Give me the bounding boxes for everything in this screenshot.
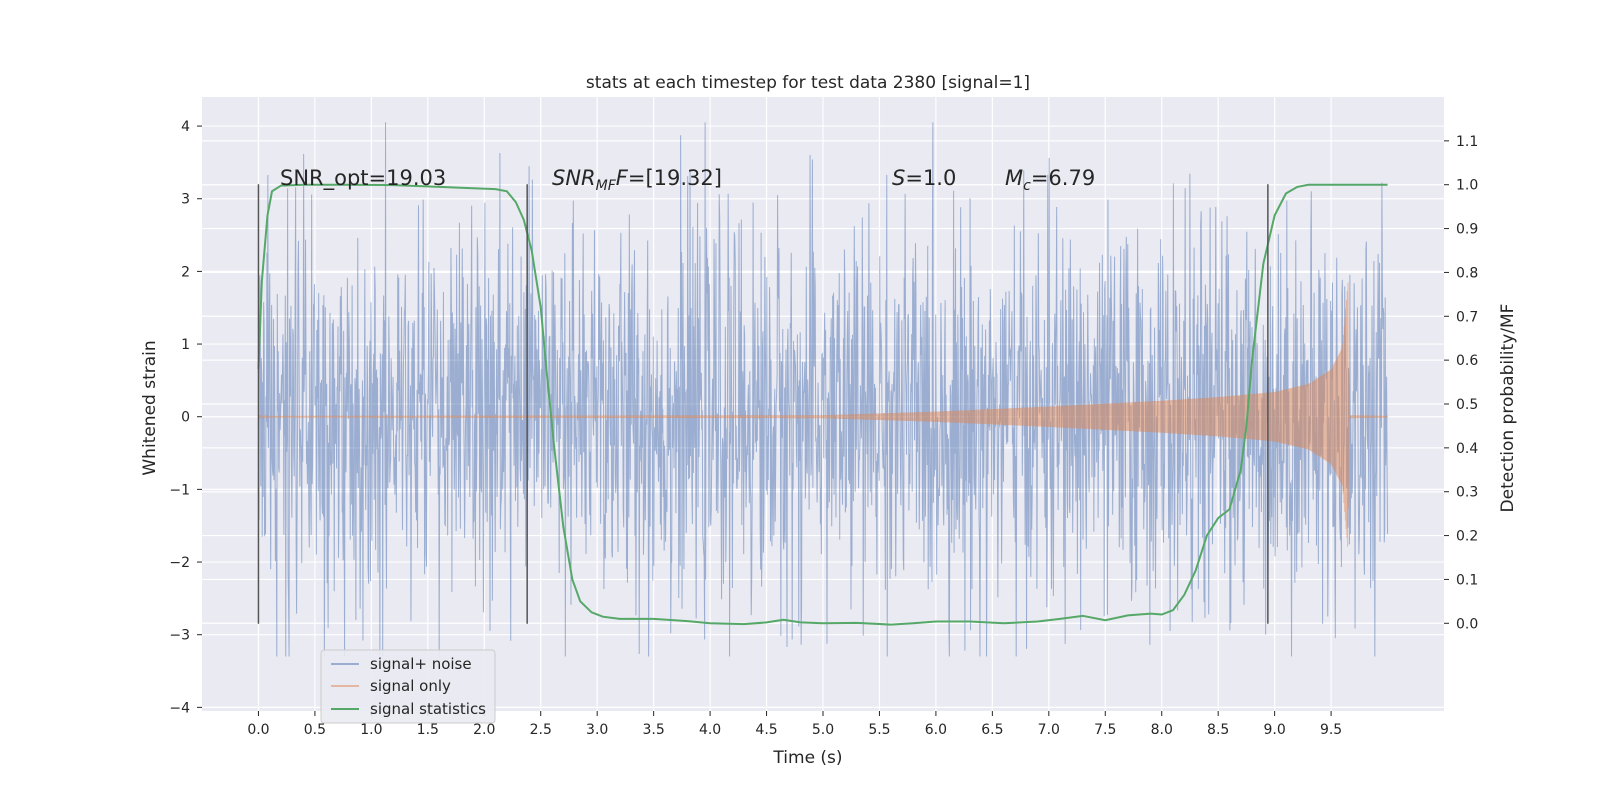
legend-label-signal-noise: signal+ noise <box>370 655 472 673</box>
y-tick-label: 2 <box>181 264 190 280</box>
y-tick-label-right: 0.5 <box>1456 397 1478 413</box>
x-tick-label: 0.5 <box>304 722 326 738</box>
series-signal-only-line <box>257 282 1389 547</box>
x-tick-label: 4.0 <box>699 722 721 738</box>
x-tick-label: 6.5 <box>981 722 1003 738</box>
x-tick-label: 8.0 <box>1151 722 1173 738</box>
y-tick-label: 3 <box>181 192 190 208</box>
chart-title: stats at each timestep for test data 238… <box>586 73 1030 93</box>
series-signal-statistics-line <box>257 183 1388 626</box>
y-tick-label-right: 0.4 <box>1456 441 1478 457</box>
x-tick-label: 1.5 <box>417 722 439 738</box>
x-tick-label: 7.5 <box>1094 722 1116 738</box>
y-tick-label-right: 0.6 <box>1456 353 1478 369</box>
x-tick-label: 5.0 <box>812 722 834 738</box>
axes-layer: 0.0 0.5 1.0 1.5 2.0 2.5 3.0 3.5 4.0 4.5 5.0 5.5 6.0 6… <box>169 119 1478 738</box>
annotations: SNR_opt=19.03 SNRMFF=[19.32] S=1.0 Mc=6.… <box>280 166 1095 194</box>
y-tick-label: −2 <box>169 555 190 571</box>
y-tick-label-right: 0.1 <box>1456 572 1478 588</box>
y-tick-label-right: 0.0 <box>1456 616 1478 632</box>
y-tick-label-right: 0.3 <box>1456 485 1478 501</box>
y-tick-label-right: 1.1 <box>1456 134 1478 150</box>
x-tick-label: 7.0 <box>1038 722 1060 738</box>
y-tick-label-right: 0.9 <box>1456 222 1478 238</box>
legend-label-signal-statistics: signal statistics <box>370 700 486 718</box>
y-tick-label: 4 <box>181 119 190 135</box>
y-tick-label-right: 0.2 <box>1456 529 1478 545</box>
y-axis-label: Whitened strain <box>140 340 160 475</box>
x-tick-label: 5.5 <box>868 722 890 738</box>
data-layer <box>257 122 1389 657</box>
annotation-snr-mf: SNRMFF=[19.32] <box>552 166 722 194</box>
x-tick-label: 8.5 <box>1207 722 1229 738</box>
x-tick-label: 4.5 <box>755 722 777 738</box>
x-tick-label: 9.5 <box>1320 722 1342 738</box>
y-tick-label: −3 <box>169 628 190 644</box>
y-tick-label-right: 0.8 <box>1456 265 1478 281</box>
series-signal-noise-line <box>257 122 1389 657</box>
x-tick-label: 6.0 <box>925 722 947 738</box>
x-tick-label: 9.0 <box>1264 722 1286 738</box>
x-tick-label: 3.0 <box>586 722 608 738</box>
y-tick-label-right: 0.7 <box>1456 309 1478 325</box>
y-axis-label-right: Detection probability/MF <box>1498 304 1518 513</box>
x-tick-label: 2.5 <box>530 722 552 738</box>
annotation-mc: Mc=6.79 <box>1005 166 1095 194</box>
legend: signal+ noise signal only signal statist… <box>320 649 496 724</box>
y-tick-label-right: 1.0 <box>1456 178 1478 194</box>
annotation-snr-opt: SNR_opt=19.03 <box>280 166 446 191</box>
x-tick-label: 1.0 <box>360 722 382 738</box>
y-tick-label: −4 <box>169 700 190 716</box>
x-tick-label: 0.0 <box>247 722 269 738</box>
x-axis-label: Time (s) <box>772 748 842 768</box>
y-tick-label: 1 <box>181 337 190 353</box>
y-tick-label: 0 <box>181 410 190 426</box>
legend-box <box>320 649 496 724</box>
x-tick-label: 3.5 <box>643 722 665 738</box>
annotation-s: S=1.0 <box>892 166 956 190</box>
legend-label-signal-only: signal only <box>370 677 451 695</box>
x-tick-label: 2.0 <box>473 722 495 738</box>
y-tick-label: −1 <box>169 482 190 498</box>
